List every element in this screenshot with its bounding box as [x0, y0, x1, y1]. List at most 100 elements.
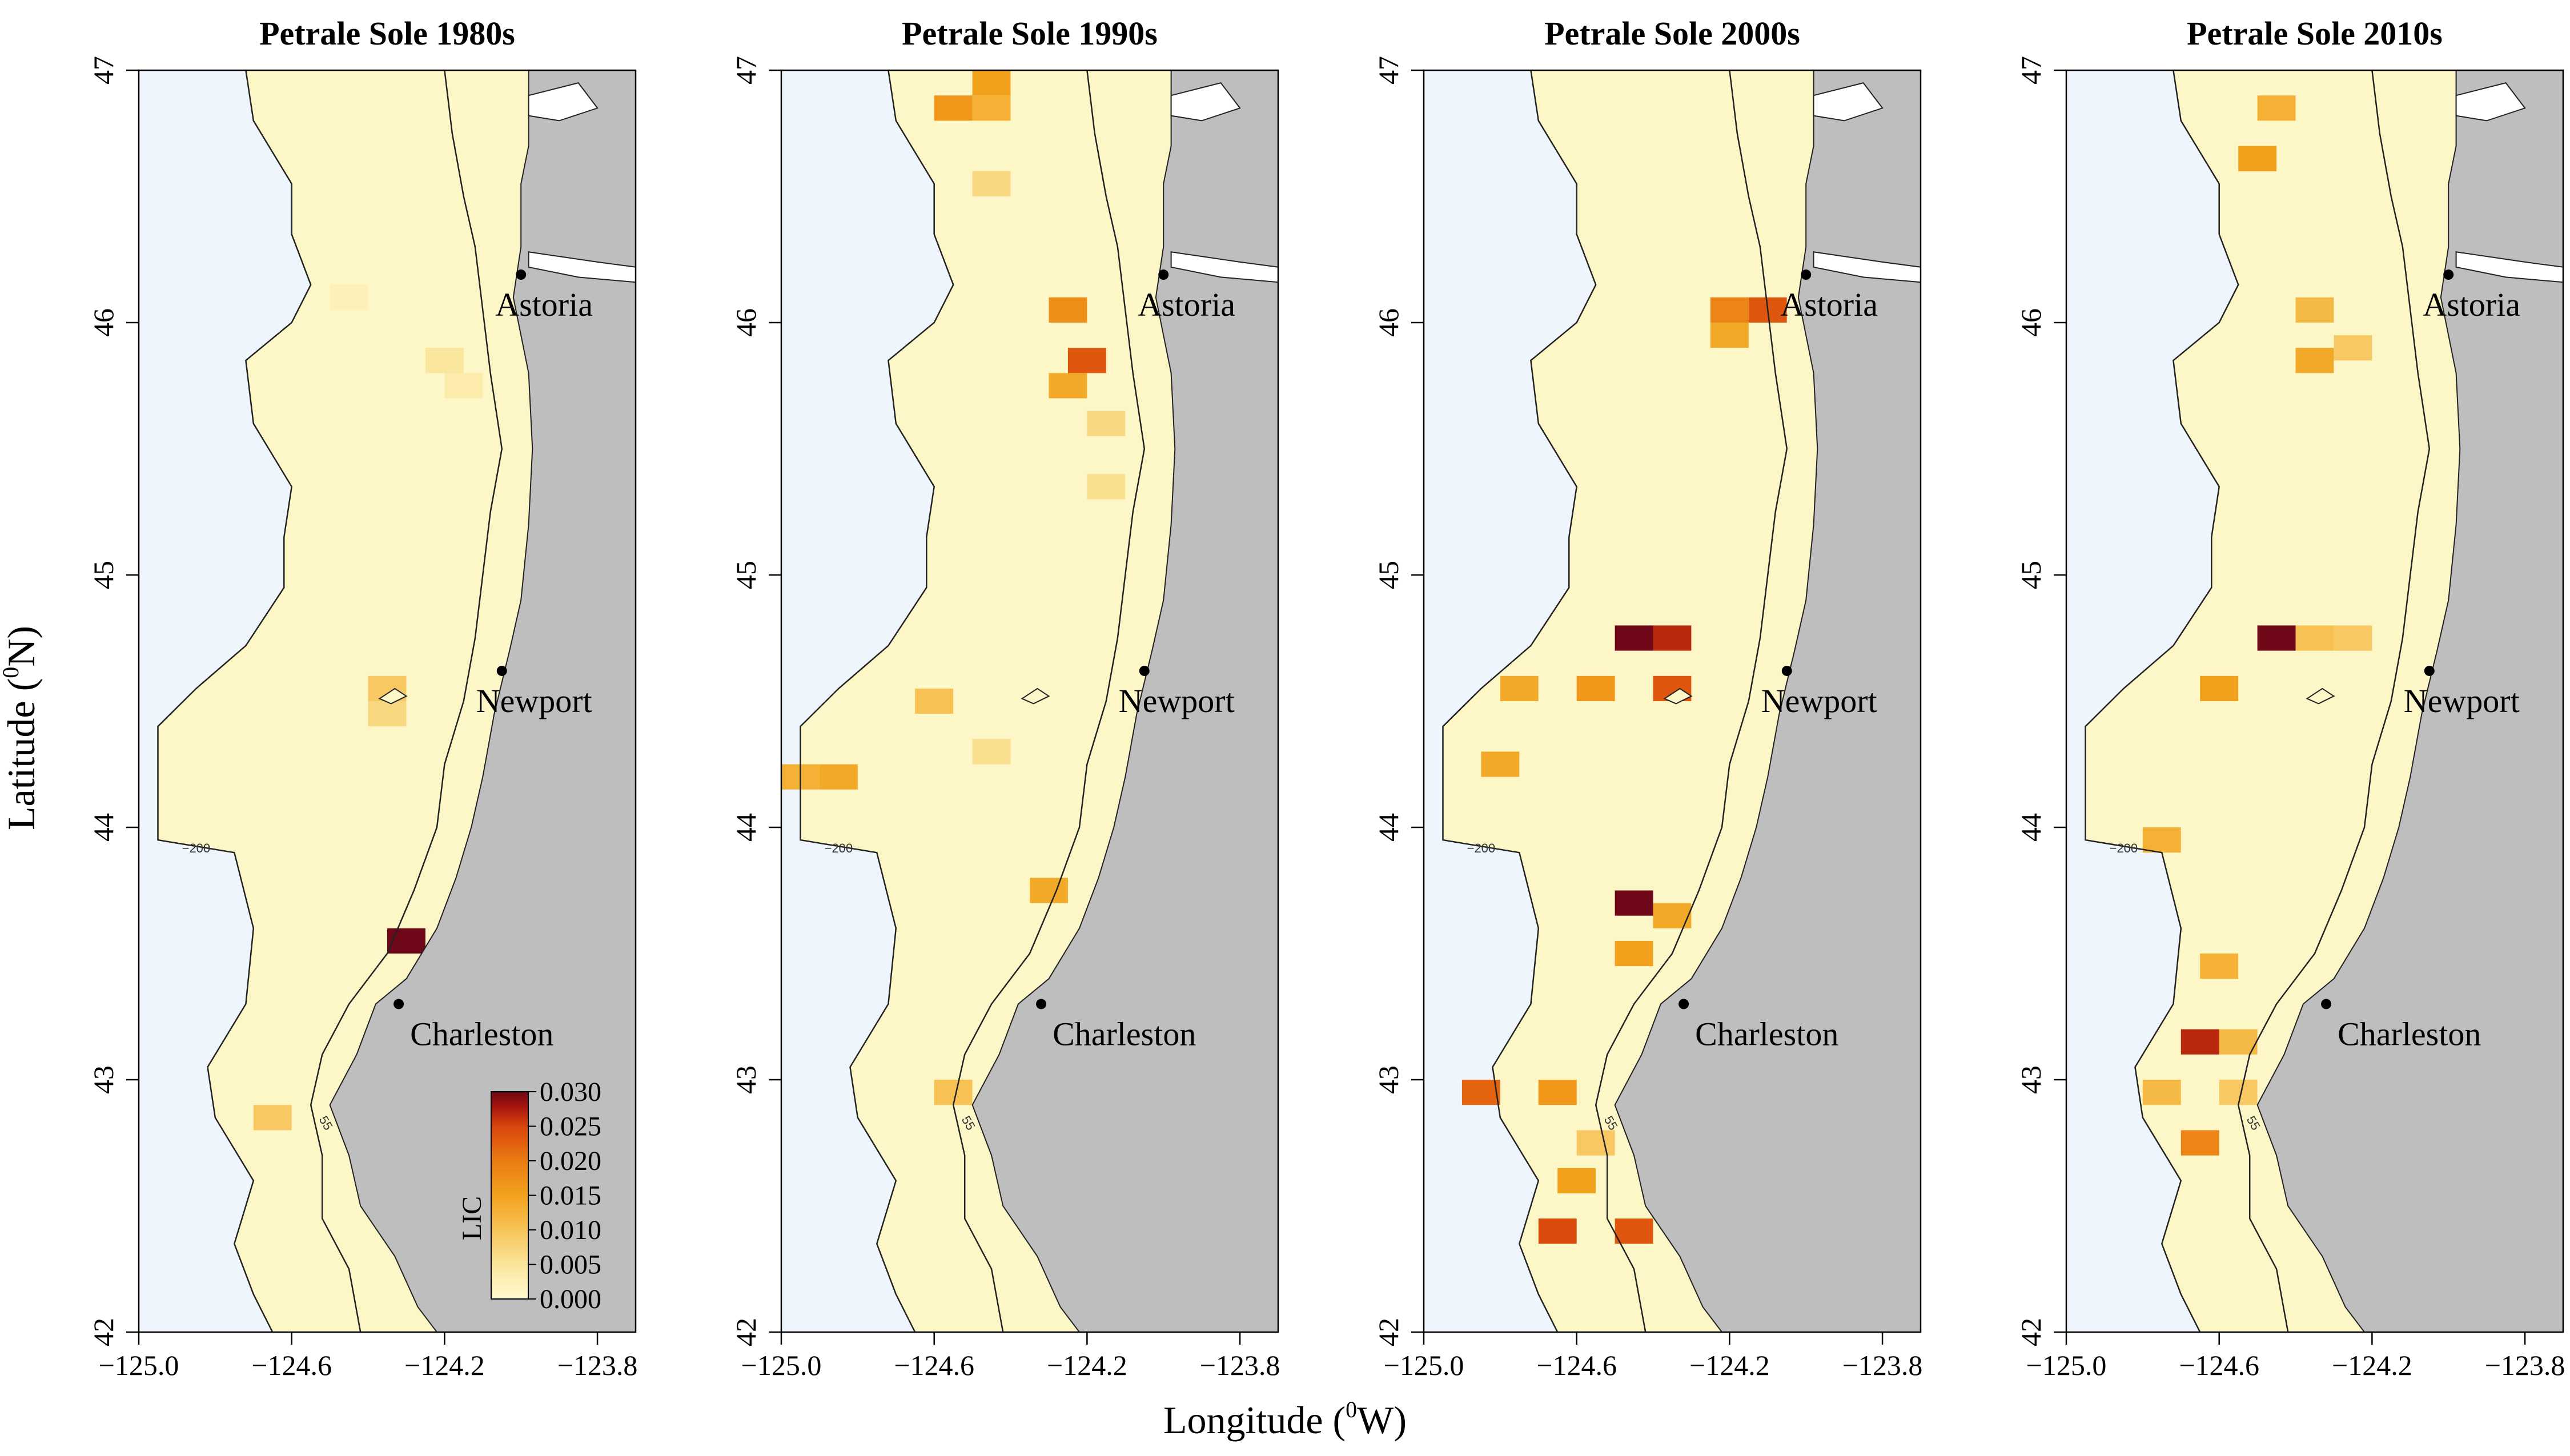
- shelf-area: [2085, 70, 2460, 1332]
- y-tick-label: 45: [2015, 561, 2047, 589]
- x-tick-label: −123.8: [557, 1349, 638, 1381]
- lic-cell: [972, 171, 1011, 196]
- x-tick-label: −124.2: [2332, 1349, 2412, 1381]
- lic-cell: [2334, 625, 2372, 651]
- lic-cell: [1087, 411, 1126, 436]
- land-area: [971, 70, 1278, 1332]
- lic-cell: [1576, 675, 1615, 701]
- y-tick-label: 43: [730, 1065, 762, 1094]
- place-label-astoria: Astoria: [2423, 286, 2520, 323]
- x-tick-label: −124.6: [894, 1349, 974, 1381]
- place-marker: [2424, 665, 2435, 676]
- panel-title: Petrale Sole 1990s: [902, 15, 1158, 52]
- lic-cell: [972, 95, 1011, 121]
- lic-cell: [819, 764, 858, 790]
- lic-cell: [2200, 675, 2239, 701]
- contour-label-200: −200: [182, 841, 211, 855]
- legend-colorbar: [491, 1091, 529, 1300]
- place-marker: [496, 665, 507, 676]
- lic-cell: [2238, 146, 2277, 171]
- y-tick-label: 43: [1372, 1065, 1404, 1094]
- x-tick-label: −125.0: [99, 1349, 179, 1381]
- x-tick-label: −124.2: [1047, 1349, 1127, 1381]
- lic-legend: 0.030 0.025 0.020 0.015 0.010 0.005 0.000 LIC: [457, 1077, 601, 1314]
- place-label-astoria: Astoria: [1780, 286, 1878, 323]
- x-tick-label: −124.2: [1689, 1349, 1770, 1381]
- lic-cell: [330, 284, 368, 310]
- bay: [1170, 82, 1241, 122]
- y-tick-label: 42: [87, 1318, 119, 1346]
- lic-cell: [2142, 1080, 2181, 1105]
- land-area: [329, 70, 636, 1332]
- x-tick-label: −125.0: [1384, 1349, 1464, 1381]
- bay: [2455, 82, 2526, 122]
- place-marker: [1158, 270, 1169, 280]
- lic-cell: [2181, 1130, 2219, 1156]
- y-tick-label: 46: [1372, 308, 1404, 337]
- contour-label-200: −200: [2110, 841, 2138, 855]
- lic-cell: [1615, 890, 1653, 916]
- y-tick-label: 45: [730, 561, 762, 589]
- lic-cell: [1615, 940, 1653, 967]
- legend-tick-label: 0.000: [540, 1284, 601, 1314]
- bay: [1813, 82, 1884, 122]
- place-marker: [1801, 270, 1812, 280]
- place-marker: [516, 270, 527, 280]
- y-tick-label: 47: [87, 56, 119, 85]
- lic-cell: [1538, 1080, 1577, 1105]
- panel-title: Petrale Sole 1980s: [259, 15, 515, 52]
- lic-cell: [1615, 1218, 1653, 1244]
- lic-cell: [2219, 1080, 2258, 1105]
- place-marker: [393, 999, 404, 1009]
- contour-label-200: −200: [1467, 841, 1496, 855]
- place-label-astoria: Astoria: [1138, 286, 1235, 323]
- x-tick-label: −124.6: [2179, 1349, 2259, 1381]
- x-axis-title: Longitude (0W): [1163, 1397, 1407, 1442]
- contour-55: [310, 70, 503, 1332]
- lic-cell: [915, 688, 954, 714]
- lic-cell: [253, 1105, 292, 1131]
- panel-frame: [780, 69, 1279, 1333]
- land-area: [1614, 70, 1921, 1332]
- bank-outline: [378, 687, 408, 705]
- y-tick-label: 47: [1372, 56, 1404, 85]
- lic-cell: [1049, 373, 1087, 399]
- place-label-charleston: Charleston: [410, 1015, 553, 1052]
- y-tick-label: 42: [2015, 1318, 2047, 1346]
- lic-cell: [2181, 1029, 2219, 1055]
- contour-200: [1442, 70, 1597, 1332]
- x-tick-label: −124.6: [251, 1349, 332, 1381]
- lic-cell: [387, 928, 425, 954]
- x-tick-label: −125.0: [2026, 1349, 2107, 1381]
- y-tick-label: 42: [1372, 1318, 1404, 1346]
- place-label-charleston: Charleston: [1695, 1015, 1838, 1052]
- place-label-astoria: Astoria: [495, 286, 593, 323]
- y-tick-label: 43: [87, 1065, 119, 1094]
- y-tick-label: 44: [1372, 813, 1404, 842]
- estuary: [1813, 251, 1921, 283]
- place-marker: [2443, 270, 2454, 280]
- lic-cell: [2295, 348, 2334, 373]
- place-label-newport: Newport: [1119, 682, 1235, 719]
- lic-cell: [2295, 297, 2334, 323]
- lic-cell: [2257, 95, 2296, 121]
- lic-cell: [2295, 625, 2334, 651]
- place-label-newport: Newport: [476, 682, 592, 719]
- place-label-charleston: Charleston: [2338, 1015, 2481, 1052]
- lic-cell: [1653, 625, 1692, 651]
- place-marker: [2321, 999, 2332, 1009]
- place-marker: [1678, 999, 1689, 1009]
- y-tick-label: 44: [87, 813, 119, 842]
- land-area: [2256, 70, 2563, 1332]
- x-tick-label: −124.2: [404, 1349, 485, 1381]
- panel-frame: [1423, 69, 1922, 1333]
- y-axis-title: Latitude (0N): [0, 626, 43, 830]
- y-tick-label: 44: [730, 813, 762, 842]
- contour-55: [2237, 70, 2431, 1332]
- contour-label-200: −200: [825, 841, 853, 855]
- x-tick-label: −123.8: [1842, 1349, 1923, 1381]
